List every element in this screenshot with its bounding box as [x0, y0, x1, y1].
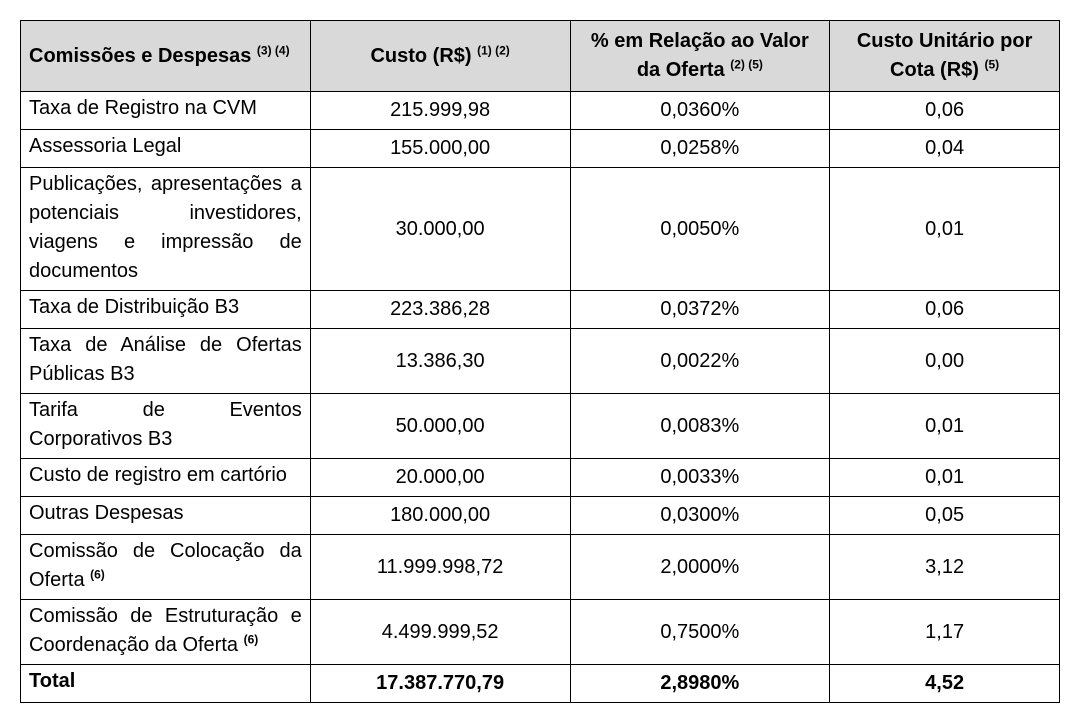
cell-desc-text: Taxa de Análise de Ofertas Públicas B3 — [29, 334, 302, 385]
cell-desc: Taxa de Distribuição B3 — [21, 291, 311, 329]
cell-custo: 50.000,00 — [310, 394, 570, 459]
cell-desc: Comissão de Colocação da Oferta (6) — [21, 535, 311, 600]
table-row: Custo de registro em cartório 20.000,00 … — [21, 459, 1060, 497]
cell-desc: Custo de registro em cartório — [21, 459, 311, 497]
cell-desc-text: Publicações, apresentações a potenciais … — [29, 173, 302, 282]
cell-pct: 0,0083% — [570, 394, 830, 459]
table-row: Taxa de Análise de Ofertas Públicas B3 1… — [21, 329, 1060, 394]
cell-unit: 0,01 — [830, 168, 1060, 291]
cell-desc: Taxa de Análise de Ofertas Públicas B3 — [21, 329, 311, 394]
cell-unit: 0,00 — [830, 329, 1060, 394]
cell-pct: 0,7500% — [570, 600, 830, 665]
cell-unit: 1,17 — [830, 600, 1060, 665]
cell-unit: 0,01 — [830, 394, 1060, 459]
cell-desc-text: Outras Despesas — [29, 502, 184, 524]
col-header-sup: (5) — [985, 57, 1000, 71]
col-header-label: % em Relação ao Valor da Oferta — [591, 30, 809, 81]
cell-desc-text: Tarifa de Eventos Corporativos B3 — [29, 399, 302, 450]
cell-custo: 215.999,98 — [310, 92, 570, 130]
col-header-label: Custo (R$) — [370, 45, 471, 67]
cell-pct: 0,0300% — [570, 497, 830, 535]
col-header-sup: (1) (2) — [477, 43, 510, 57]
table-row: Comissão de Estruturação e Coordenação d… — [21, 600, 1060, 665]
col-header-custo: Custo (R$) (1) (2) — [310, 21, 570, 92]
cell-desc-text: Comissão de Estruturação e Coordenação d… — [29, 605, 302, 656]
table-row: Publicações, apresentações a potenciais … — [21, 168, 1060, 291]
cell-desc-text: Comissão de Colocação da Oferta — [29, 540, 302, 591]
col-header-comissoes: Comissões e Despesas (3) (4) — [21, 21, 311, 92]
cell-desc-sup: (6) — [244, 632, 259, 646]
cell-custo: 155.000,00 — [310, 130, 570, 168]
costs-table: Comissões e Despesas (3) (4) Custo (R$) … — [20, 20, 1060, 703]
table-row: Outras Despesas 180.000,00 0,0300% 0,05 — [21, 497, 1060, 535]
cell-unit: 0,04 — [830, 130, 1060, 168]
table-row: Tarifa de Eventos Corporativos B3 50.000… — [21, 394, 1060, 459]
cell-custo: 223.386,28 — [310, 291, 570, 329]
cell-desc: Taxa de Registro na CVM — [21, 92, 311, 130]
cell-desc-text: Custo de registro em cartório — [29, 464, 287, 486]
cell-pct: 0,0360% — [570, 92, 830, 130]
cell-desc-text: Assessoria Legal — [29, 135, 181, 157]
cell-unit: 3,12 — [830, 535, 1060, 600]
col-header-sup: (2) (5) — [730, 57, 763, 71]
cell-desc: Publicações, apresentações a potenciais … — [21, 168, 311, 291]
col-header-sup: (3) (4) — [257, 43, 290, 57]
table-header-row: Comissões e Despesas (3) (4) Custo (R$) … — [21, 21, 1060, 92]
cell-desc: Assessoria Legal — [21, 130, 311, 168]
col-header-unit: Custo Unitário por Cota (R$) (5) — [830, 21, 1060, 92]
cell-pct: 0,0258% — [570, 130, 830, 168]
table-total-row: Total 17.387.770,79 2,8980% 4,52 — [21, 665, 1060, 703]
cell-desc-sup: (6) — [90, 567, 105, 581]
cell-pct: 0,0372% — [570, 291, 830, 329]
cell-desc: Comissão de Estruturação e Coordenação d… — [21, 600, 311, 665]
cell-total-desc: Total — [21, 665, 311, 703]
cell-unit: 0,06 — [830, 92, 1060, 130]
col-header-label: Custo Unitário por Cota (R$) — [857, 30, 1033, 81]
cell-custo: 20.000,00 — [310, 459, 570, 497]
table-body: Taxa de Registro na CVM 215.999,98 0,036… — [21, 92, 1060, 703]
cell-pct: 2,0000% — [570, 535, 830, 600]
col-header-label: Comissões e Despesas — [29, 45, 251, 67]
cell-total-pct: 2,8980% — [570, 665, 830, 703]
cell-unit: 0,01 — [830, 459, 1060, 497]
table-row: Comissão de Colocação da Oferta (6) 11.9… — [21, 535, 1060, 600]
table-row: Taxa de Registro na CVM 215.999,98 0,036… — [21, 92, 1060, 130]
cell-custo: 180.000,00 — [310, 497, 570, 535]
cell-custo: 11.999.998,72 — [310, 535, 570, 600]
cell-desc: Tarifa de Eventos Corporativos B3 — [21, 394, 311, 459]
cell-desc-text: Taxa de Registro na CVM — [29, 97, 257, 119]
cell-unit: 0,06 — [830, 291, 1060, 329]
cell-total-unit: 4,52 — [830, 665, 1060, 703]
cell-unit: 0,05 — [830, 497, 1060, 535]
col-header-pct: % em Relação ao Valor da Oferta (2) (5) — [570, 21, 830, 92]
cell-pct: 0,0033% — [570, 459, 830, 497]
cell-total-custo: 17.387.770,79 — [310, 665, 570, 703]
cell-pct: 0,0022% — [570, 329, 830, 394]
cell-desc: Outras Despesas — [21, 497, 311, 535]
table-row: Taxa de Distribuição B3 223.386,28 0,037… — [21, 291, 1060, 329]
cell-custo: 13.386,30 — [310, 329, 570, 394]
cell-custo: 30.000,00 — [310, 168, 570, 291]
table-row: Assessoria Legal 155.000,00 0,0258% 0,04 — [21, 130, 1060, 168]
cell-pct: 0,0050% — [570, 168, 830, 291]
cell-desc-text: Taxa de Distribuição B3 — [29, 296, 239, 318]
cell-custo: 4.499.999,52 — [310, 600, 570, 665]
